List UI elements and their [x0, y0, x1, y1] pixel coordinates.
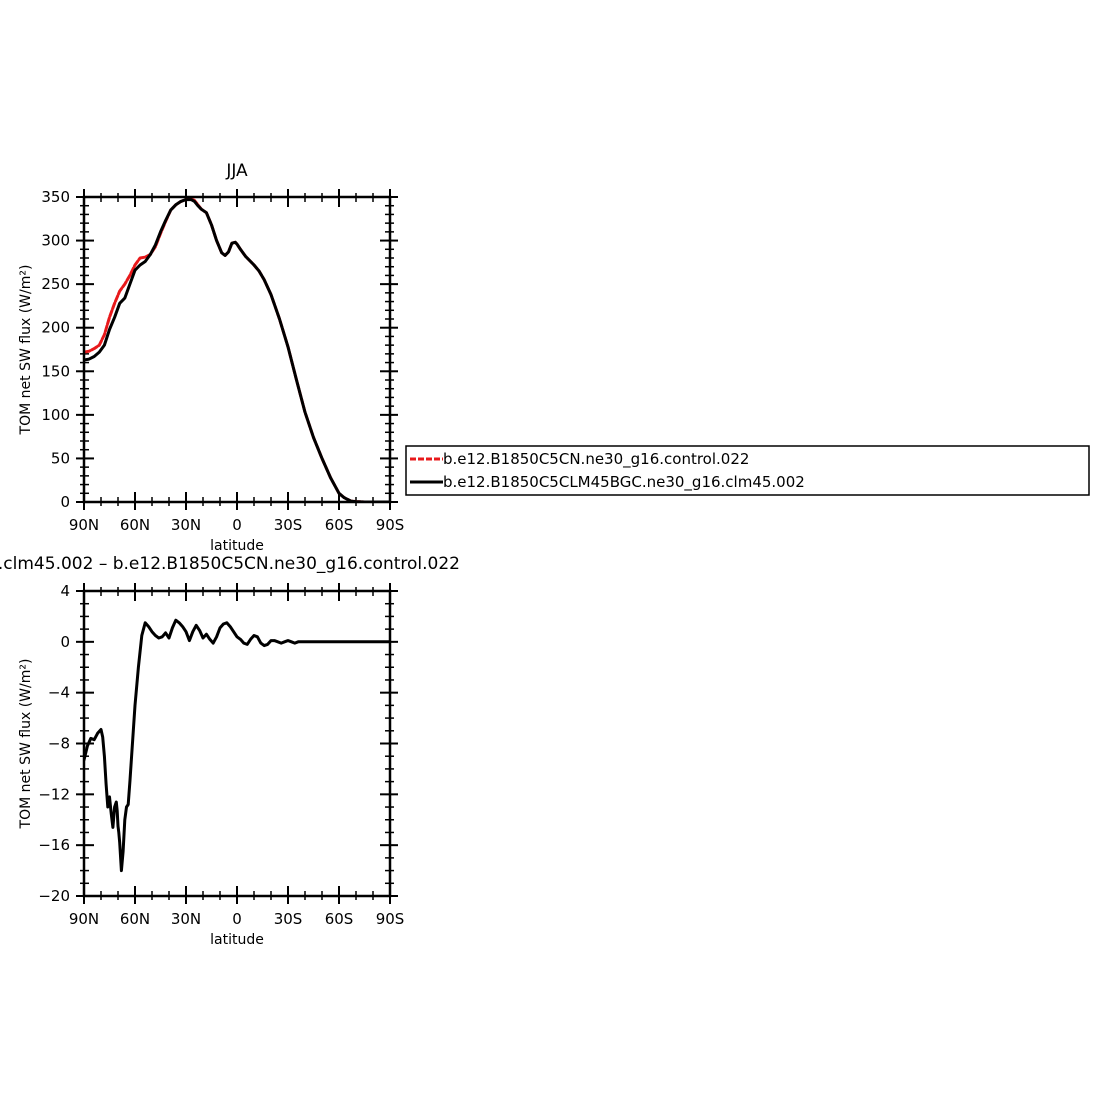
chart-title: JJA	[225, 161, 248, 181]
plot-frame	[82, 195, 392, 504]
minor-ticks	[80, 193, 394, 506]
y-tick-label: 150	[41, 362, 70, 380]
x-tick-label: 0	[232, 910, 242, 928]
legend-box	[405, 445, 1090, 496]
x-tick-label: 90S	[376, 516, 405, 534]
series-line-1	[84, 618, 390, 873]
y-axis-label: TOM net SW flux (W/m²)	[18, 265, 34, 436]
y-tick-label: 350	[41, 188, 70, 206]
series-group	[84, 197, 390, 502]
y-tick-label: 200	[41, 319, 70, 337]
y-tick-label: −16	[38, 836, 70, 854]
x-tick-label: 90N	[69, 516, 99, 534]
legend-label-2: b.e12.B1850C5CLM45BGC.ne30_g16.clm45.002	[443, 473, 805, 492]
x-tick-label: 30N	[171, 910, 201, 928]
x-tick-label: 0	[232, 516, 242, 534]
chart-panel-2: b.e12.B1850C5CLM45BGC.ne30_g16.clm45.002…	[0, 554, 460, 948]
x-tick-label: 60S	[325, 910, 354, 928]
x-tick-label: 90S	[376, 910, 405, 928]
y-tick-label: 0	[60, 493, 70, 511]
y-tick-label: 4	[60, 582, 70, 600]
y-tick-label: 250	[41, 275, 70, 293]
legend: b.e12.B1850C5CN.ne30_g16.control.022 b.e1…	[405, 445, 1090, 496]
minor-ticks	[80, 587, 394, 900]
x-tick-label: 60N	[120, 910, 150, 928]
x-tick-label: 30N	[171, 516, 201, 534]
legend-label-1: b.e12.B1850C5CN.ne30_g16.control.022	[443, 450, 749, 469]
plot-frame	[82, 589, 392, 898]
series-group	[84, 618, 390, 873]
y-tick-label: −8	[48, 735, 70, 753]
chart-panel-1: JJA 90N 60N 30N 0 30S 60S 90S 0 50 100 150 200 250 300…	[18, 161, 404, 554]
y-tick-label: −12	[38, 785, 70, 803]
x-axis-label: latitude	[210, 538, 264, 554]
x-tick-label: 30S	[274, 516, 303, 534]
y-tick-label: 300	[41, 232, 70, 250]
y-tick-label: −4	[48, 684, 70, 702]
chart-title: b.e12.B1850C5CLM45BGC.ne30_g16.clm45.002…	[0, 554, 460, 574]
x-tick-label: 60N	[120, 516, 150, 534]
y-tick-label: 100	[41, 406, 70, 424]
series-line-2	[84, 198, 390, 502]
x-tick-label: 90N	[69, 910, 99, 928]
y-tick-label: −20	[38, 887, 70, 905]
y-tick-label: 0	[60, 633, 70, 651]
y-tick-label: 50	[51, 449, 70, 467]
x-tick-label: 30S	[274, 910, 303, 928]
y-axis-label: TOM net SW flux (W/m²)	[18, 659, 34, 830]
x-tick-label: 60S	[325, 516, 354, 534]
x-axis-label: latitude	[210, 932, 264, 948]
